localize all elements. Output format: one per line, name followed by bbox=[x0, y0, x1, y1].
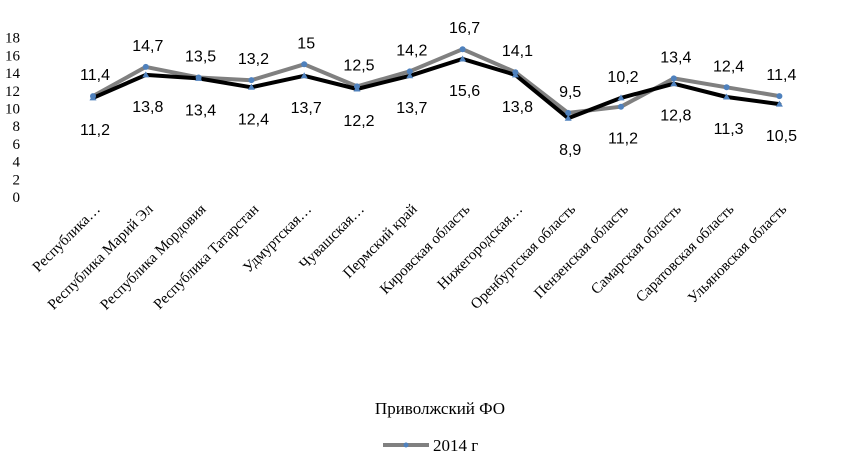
data-label: 10,5 bbox=[766, 128, 797, 145]
series-point bbox=[300, 72, 308, 79]
y-tick-label: 6 bbox=[13, 137, 21, 153]
x-axis: Республика…Республика Марий ЭлРеспублика… bbox=[30, 201, 791, 313]
series-point bbox=[142, 63, 149, 70]
data-label: 15,6 bbox=[449, 83, 480, 100]
x-category-label: Республика Татарстан bbox=[151, 202, 262, 313]
data-label: 12,2 bbox=[343, 113, 374, 130]
data-label: 14,2 bbox=[396, 42, 427, 59]
x-category-label: Саратовская область bbox=[633, 201, 737, 305]
x-category-label: Оренбургская область bbox=[468, 201, 579, 312]
x-category-label: Самарская область bbox=[588, 201, 684, 297]
x-category-label: Пензенская область bbox=[531, 201, 632, 302]
series-point bbox=[723, 93, 731, 100]
series-point bbox=[353, 85, 361, 92]
data-label: 12,5 bbox=[343, 57, 374, 74]
legend: 2014 г bbox=[383, 436, 478, 454]
data-label: 13,5 bbox=[185, 49, 216, 66]
data-label: 13,8 bbox=[132, 99, 163, 116]
y-tick-label: 12 bbox=[5, 84, 20, 100]
data-label: 10,2 bbox=[607, 69, 638, 86]
x-category-label: Кировская область bbox=[377, 201, 473, 297]
data-label: 13,7 bbox=[291, 100, 322, 117]
series-point bbox=[511, 71, 519, 78]
x-category-label: Республика Мордовия bbox=[97, 201, 209, 313]
data-label: 13,8 bbox=[502, 99, 533, 116]
series-point bbox=[247, 83, 255, 90]
x-category-label: Ульяновская область bbox=[685, 201, 790, 306]
x-category-label: Республика Марий Эл bbox=[45, 201, 157, 313]
y-tick-label: 0 bbox=[13, 190, 21, 206]
data-label: 11,2 bbox=[608, 131, 638, 148]
series-point bbox=[142, 71, 150, 78]
series-point bbox=[195, 74, 203, 81]
data-label: 14,7 bbox=[132, 38, 163, 55]
series-point bbox=[301, 61, 308, 68]
series-point bbox=[459, 46, 466, 53]
data-label: 13,4 bbox=[660, 49, 691, 66]
data-label: 13,7 bbox=[396, 100, 427, 117]
legend-marker-swatch bbox=[403, 442, 409, 448]
data-label: 8,9 bbox=[559, 142, 581, 159]
data-labels: 11,4 14,7 13,5 13,2 15 12,5 14,2 16,7 14,1 9,5 10,… bbox=[80, 20, 797, 159]
series-point bbox=[406, 68, 413, 75]
series-line bbox=[91, 56, 782, 121]
series-point bbox=[617, 94, 625, 101]
data-label: 11,2 bbox=[80, 122, 110, 139]
y-tick-label: 10 bbox=[5, 102, 20, 118]
y-tick-label: 8 bbox=[13, 119, 21, 135]
data-label: 11,4 bbox=[80, 67, 110, 84]
y-tick-label: 18 bbox=[5, 31, 20, 47]
data-label: 13,4 bbox=[185, 102, 216, 119]
series-point bbox=[670, 75, 677, 82]
data-label: 15 bbox=[297, 35, 315, 52]
series-point bbox=[406, 72, 414, 79]
x-axis-title: Приволжский ФО bbox=[375, 399, 505, 418]
series-point bbox=[564, 114, 572, 121]
series-point bbox=[775, 100, 783, 107]
data-label: 12,8 bbox=[660, 108, 691, 125]
series-point bbox=[618, 103, 624, 110]
data-label: 12,4 bbox=[238, 111, 269, 128]
series-point bbox=[459, 55, 467, 62]
data-label: 13,2 bbox=[238, 51, 269, 68]
data-label: 14,1 bbox=[502, 43, 533, 60]
data-label: 12,4 bbox=[713, 58, 744, 75]
data-label: 16,7 bbox=[449, 20, 480, 37]
legend-label: 2014 г bbox=[433, 436, 478, 454]
y-tick-label: 14 bbox=[5, 66, 21, 82]
data-label: 11,3 bbox=[714, 121, 744, 138]
series-point bbox=[723, 84, 730, 91]
y-tick-label: 2 bbox=[13, 172, 21, 188]
plot-area bbox=[89, 46, 783, 121]
series-point bbox=[565, 109, 572, 116]
series-point bbox=[248, 77, 255, 84]
y-tick-label: 4 bbox=[13, 155, 21, 171]
data-label: 11,4 bbox=[766, 67, 796, 84]
series-point bbox=[776, 93, 783, 100]
y-tick-label: 16 bbox=[5, 48, 21, 64]
data-label: 9,5 bbox=[559, 84, 581, 101]
series-point bbox=[670, 80, 678, 87]
series-point bbox=[89, 94, 97, 101]
